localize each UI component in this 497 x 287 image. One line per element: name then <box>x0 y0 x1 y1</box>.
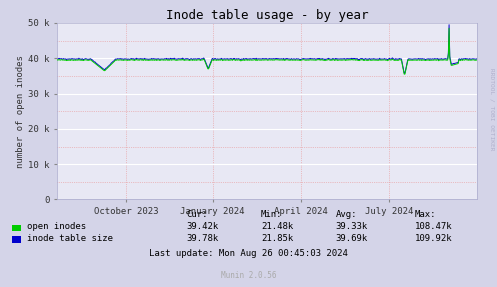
Text: 39.33k: 39.33k <box>335 222 368 231</box>
Text: 39.69k: 39.69k <box>335 234 368 243</box>
Text: RRDTOOL / TOBI OETIKER: RRDTOOL / TOBI OETIKER <box>490 68 495 150</box>
Text: open inodes: open inodes <box>27 222 86 231</box>
Text: 108.47k: 108.47k <box>415 222 453 231</box>
Y-axis label: number of open inodes: number of open inodes <box>16 55 25 168</box>
Text: 39.42k: 39.42k <box>186 222 219 231</box>
Text: 109.92k: 109.92k <box>415 234 453 243</box>
Text: inode table size: inode table size <box>27 234 113 243</box>
Text: Avg:: Avg: <box>335 210 357 218</box>
Text: Min:: Min: <box>261 210 282 218</box>
Text: Munin 2.0.56: Munin 2.0.56 <box>221 271 276 280</box>
Text: Max:: Max: <box>415 210 436 218</box>
Text: Cur:: Cur: <box>186 210 208 218</box>
Text: 39.78k: 39.78k <box>186 234 219 243</box>
Text: Last update: Mon Aug 26 00:45:03 2024: Last update: Mon Aug 26 00:45:03 2024 <box>149 249 348 259</box>
Text: 21.48k: 21.48k <box>261 222 293 231</box>
Text: 21.85k: 21.85k <box>261 234 293 243</box>
Title: Inode table usage - by year: Inode table usage - by year <box>166 9 368 22</box>
